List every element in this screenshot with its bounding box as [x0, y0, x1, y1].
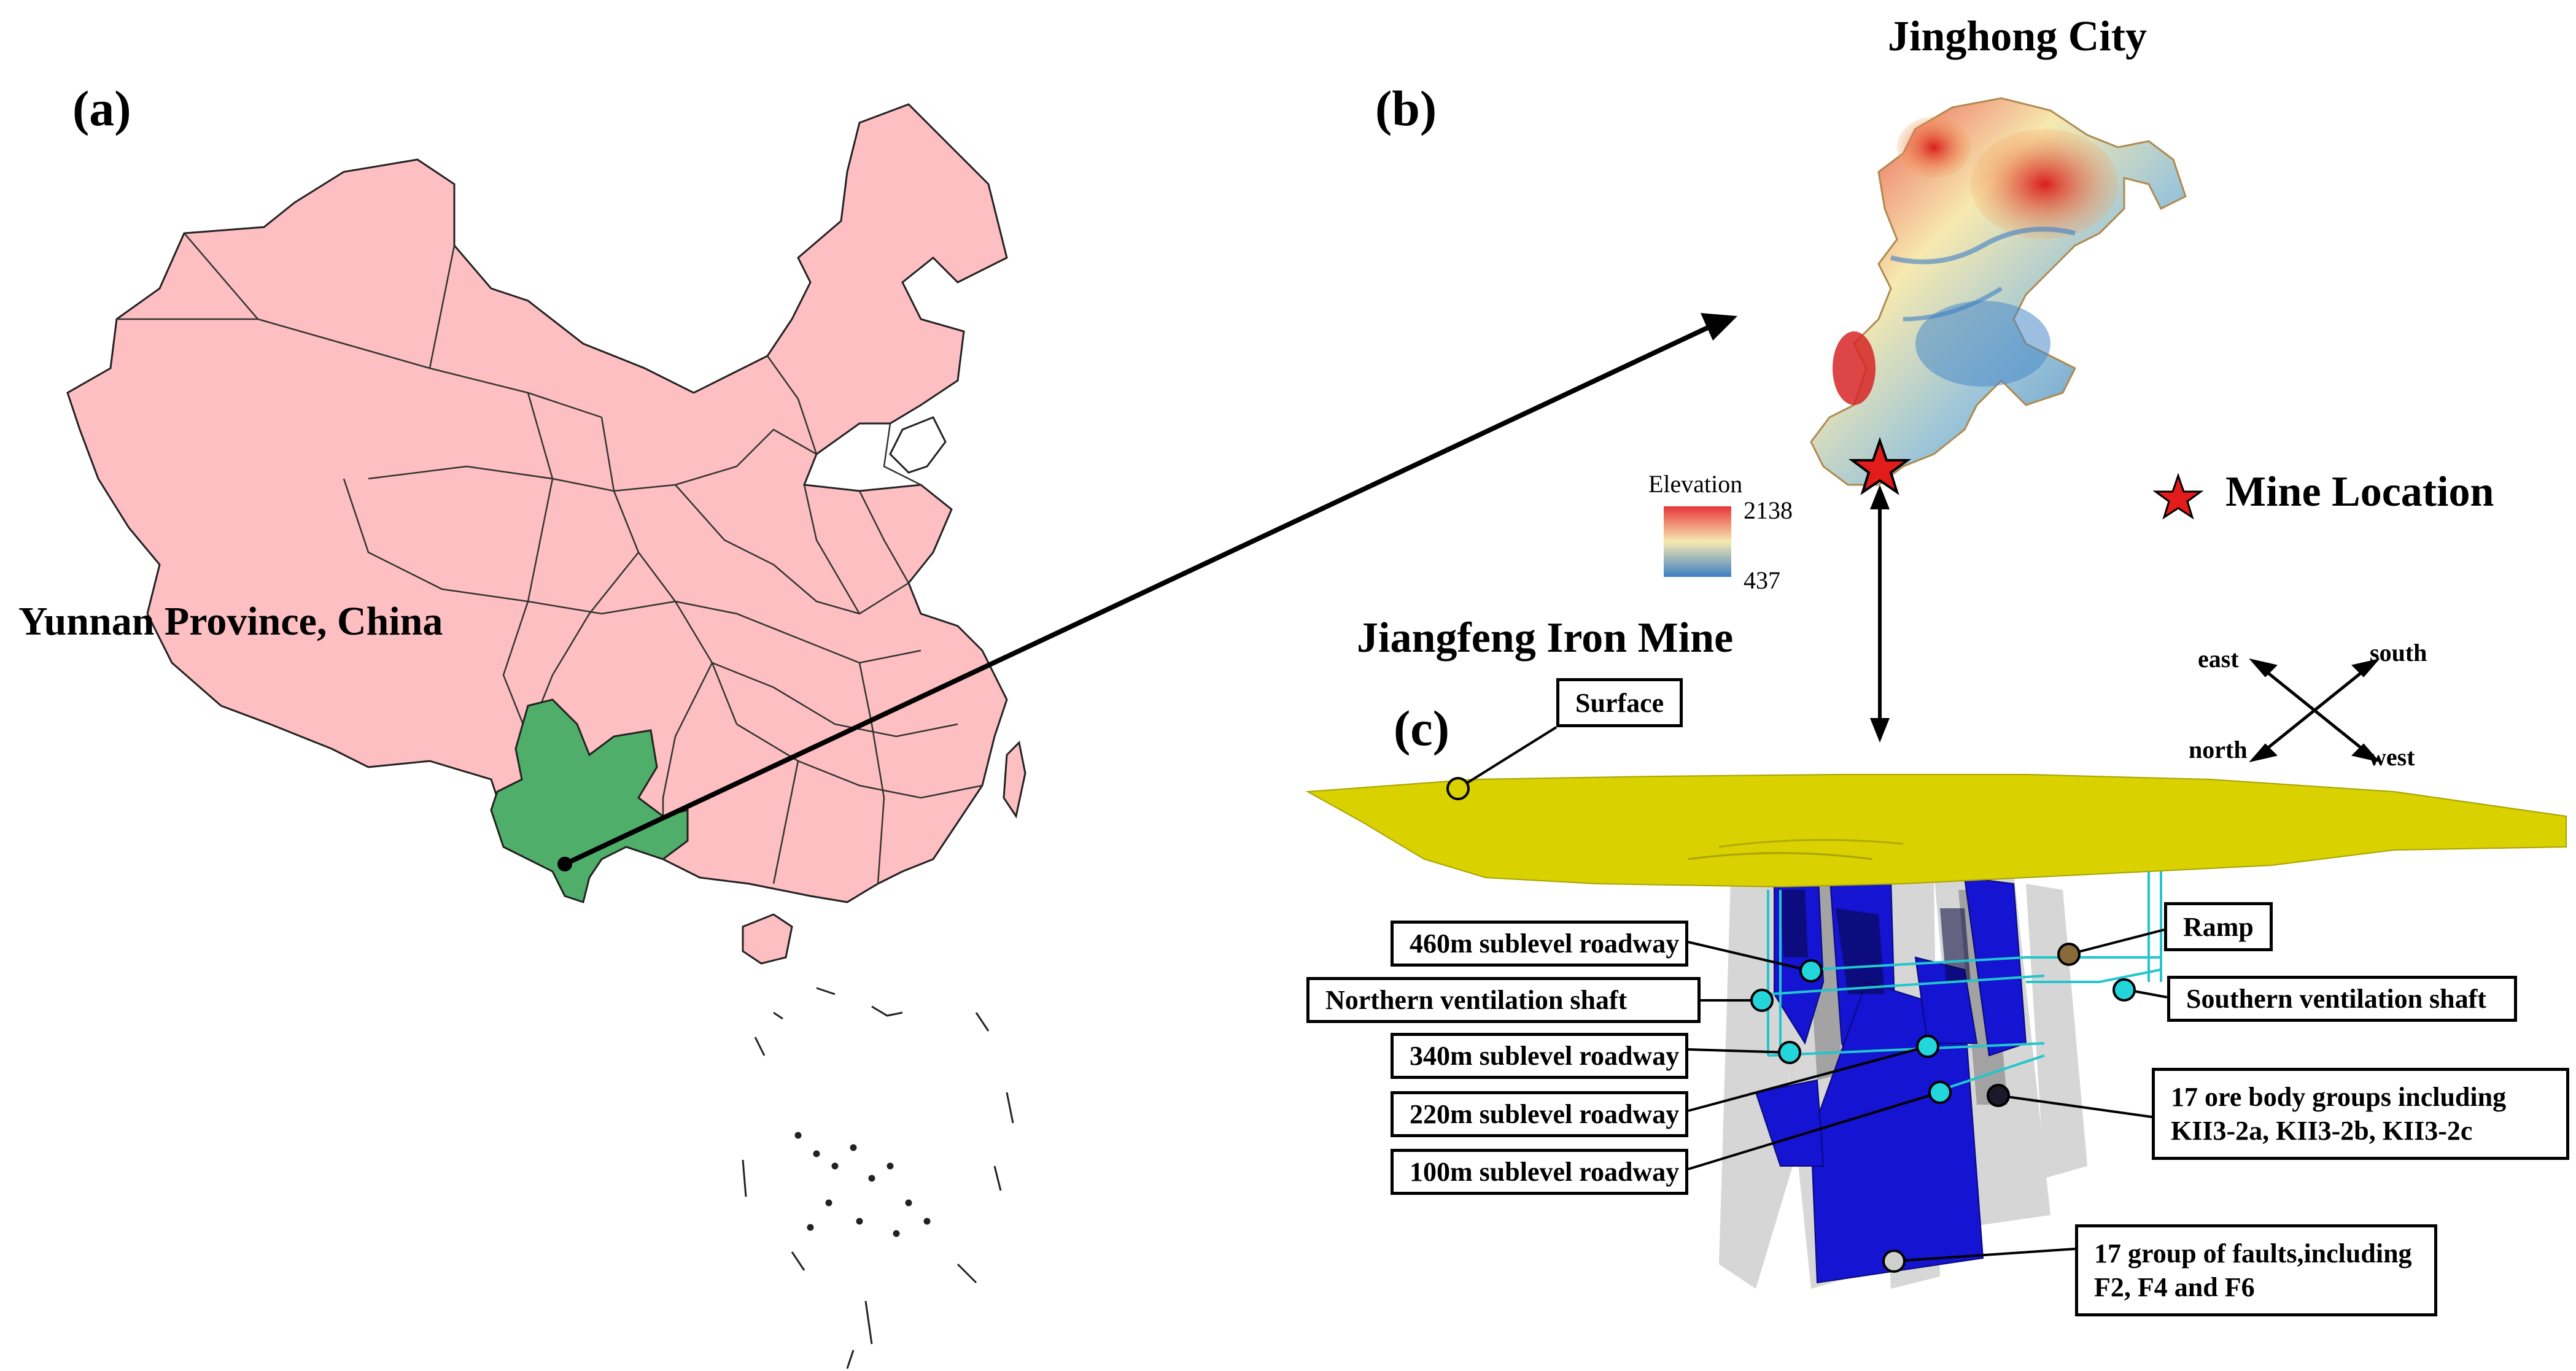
- jinghong-city-title: Jinghong City: [1888, 13, 2147, 60]
- callout-ramp: Ramp: [2164, 902, 2273, 951]
- elevation-legend-bar: [1664, 506, 1731, 577]
- callout-south-shaft: Southern ventilation shaft: [2167, 976, 2517, 1022]
- yunnan-point-marker: [557, 857, 572, 871]
- compass-west: west: [2368, 743, 2415, 771]
- callout-ore-bodies: 17 ore body groups including KII3-2a, KI…: [2152, 1068, 2569, 1160]
- elevation-legend-max: 2138: [1744, 496, 1793, 524]
- callout-ore-line2: KII3-2a, KII3-2b, KII3-2c: [2171, 1116, 2473, 1146]
- south-shaft-marker: [2112, 978, 2136, 1002]
- compass-east: east: [2198, 645, 2239, 673]
- elevation-legend-min: 437: [1744, 566, 1780, 594]
- compass-rose: [2249, 658, 2380, 763]
- callout-ore-line1: 17 ore body groups including: [2171, 1082, 2507, 1112]
- callout-fault-line2: F2, F4 and F6: [2094, 1272, 2255, 1302]
- callout-surface: Surface: [1556, 678, 1683, 727]
- panel-b-letter: (b): [1375, 80, 1437, 136]
- roadway-network: [1767, 871, 2162, 1094]
- terrain-surface: [1305, 774, 2567, 888]
- mine-legend-star: [2152, 473, 2204, 520]
- roadway-340-marker: [1778, 1041, 1801, 1064]
- roadway-100-marker: [1928, 1081, 1952, 1104]
- callout-leader-lines: [1457, 726, 2168, 1262]
- compass-north: north: [2189, 736, 2248, 763]
- callout-north-shaft: Northern ventilation shaft: [1306, 977, 1701, 1023]
- arrow-a-to-b-head: [1701, 313, 1737, 341]
- south-china-sea-islands: [742, 987, 1014, 1369]
- province-borders: [117, 233, 983, 884]
- panel-a-letter: (a): [72, 80, 131, 136]
- mine-location-star: [1848, 436, 1912, 495]
- hainan-island: [742, 913, 793, 965]
- elevation-legend-title: Elevation: [1648, 470, 1743, 498]
- callout-fault-line1: 17 group of faults,including: [2094, 1238, 2412, 1269]
- callout-roadway-340: 340m sublevel roadway: [1391, 1033, 1688, 1079]
- fault-marker: [1882, 1249, 1906, 1273]
- surface-marker: [1446, 777, 1470, 800]
- arrow-a-to-b: [564, 323, 1714, 867]
- yunnan-province-label: Yunnan Province, China: [18, 599, 443, 644]
- callout-faults: 17 group of faults,including F2, F4 and …: [2075, 1224, 2437, 1316]
- roadway-460-marker: [1799, 959, 1823, 983]
- bohai-sea: [889, 416, 947, 474]
- panel-c-letter: (c): [1394, 700, 1450, 756]
- ore-body-marker: [1987, 1084, 2010, 1107]
- mine-location-label: Mine Location: [2225, 468, 2494, 516]
- ramp-marker: [2057, 943, 2081, 966]
- north-shaft-marker: [1750, 989, 1774, 1012]
- callout-roadway-100: 100m sublevel roadway: [1391, 1149, 1688, 1195]
- compass-south: south: [2370, 639, 2427, 666]
- callout-roadway-220: 220m sublevel roadway: [1391, 1091, 1688, 1137]
- jiangfeng-mine-title: Jiangfeng Iron Mine: [1357, 614, 1734, 662]
- callout-roadway-460: 460m sublevel roadway: [1391, 921, 1688, 967]
- taiwan-island: [1003, 740, 1026, 819]
- roadway-220-marker: [1916, 1035, 1939, 1058]
- yunnan-province: [490, 698, 689, 903]
